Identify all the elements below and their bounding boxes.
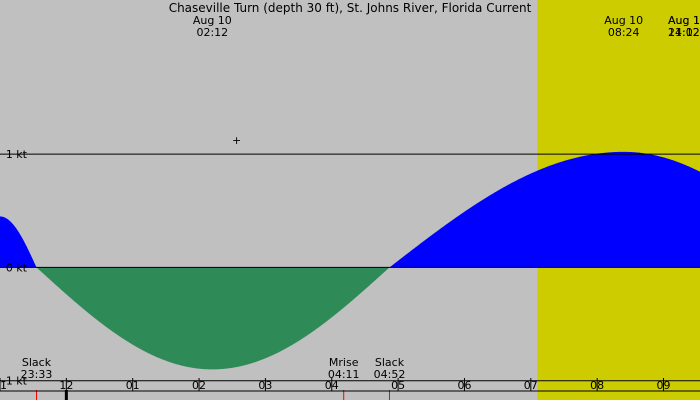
current-areas [0, 151, 700, 370]
event-labels: Slack23:33Mrise04:11Slack04:52Slack11:26… [21, 356, 406, 400]
extreme-time-label: 02:12 [196, 26, 228, 39]
hour-tick-label: 07 [524, 379, 538, 392]
extreme-time-label: 08:24 [608, 26, 640, 39]
hour-tick-label: 05 [391, 379, 405, 392]
hour-tick-label: 03 [258, 379, 272, 392]
hour-tick-label: 04 [325, 379, 339, 392]
extreme-date-label: Aug 10 [668, 14, 700, 27]
extreme-date-label: Aug 1 [668, 14, 700, 27]
hour-tick-label: 09 [657, 379, 671, 392]
event-time-label: 04:52 [374, 368, 406, 381]
cursor-marker: + [232, 134, 241, 147]
speed-gridlines [0, 153, 700, 382]
y-label: -1 kt [2, 375, 28, 388]
y-label: 0 kt [6, 261, 28, 274]
hour-axis: 11 12 01 02 03 04 05 06 07 08 09 [0, 378, 700, 400]
extreme-time-label: 21:02 [668, 26, 700, 39]
chart-title: Chaseville Turn (depth 30 ft), St. Johns… [169, 1, 532, 15]
hour-tick-label: 12 [59, 379, 73, 392]
flood-current-area [0, 151, 700, 268]
event-time-label: 23:33 [21, 368, 53, 381]
extreme-time-label: 14:12 [668, 26, 700, 39]
ebb-current-area [0, 267, 700, 370]
event-name-label: Slack [375, 356, 405, 369]
hour-tick-label: 02 [192, 379, 206, 392]
hour-tick-label: 01 [126, 379, 140, 392]
speed-axis-labels: 1 kt 0 kt -1 kt [2, 148, 28, 388]
event-name-label: Mrise [329, 356, 359, 369]
extreme-date-label: Aug 10 [193, 14, 232, 27]
hour-tick-label: 11 [0, 379, 7, 392]
y-label: 1 kt [6, 148, 28, 161]
event-time-label: 04:11 [328, 368, 360, 381]
extreme-date-label: Aug 10 [604, 14, 643, 27]
hour-tick-label: 08 [590, 379, 604, 392]
hour-tick-label: 06 [457, 379, 471, 392]
event-name-label: Slack [22, 356, 52, 369]
